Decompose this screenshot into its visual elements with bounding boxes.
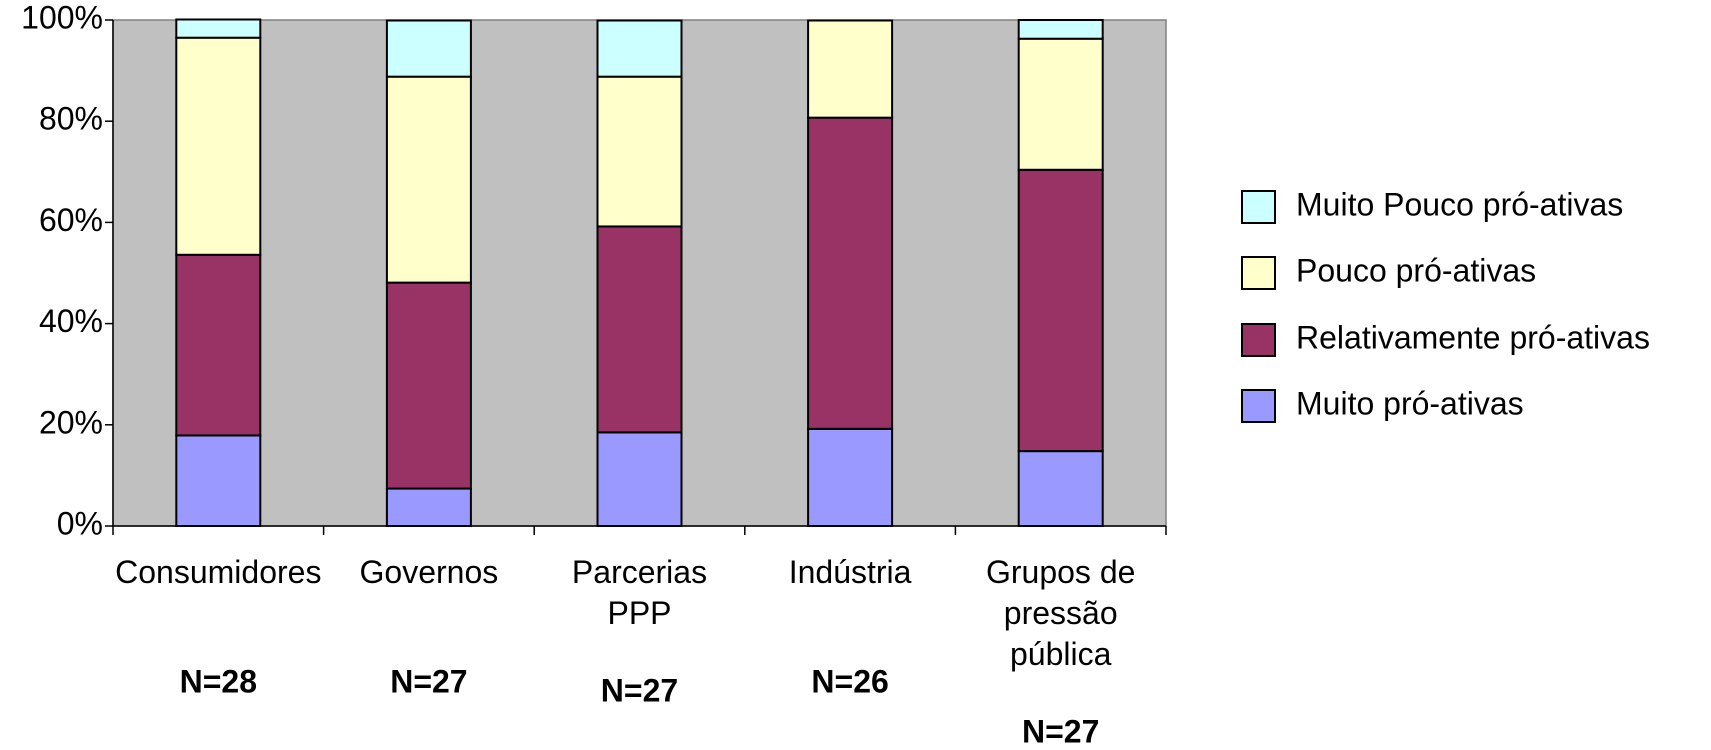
legend-swatch: [1241, 190, 1276, 224]
x-tick-label: Consumidores: [115, 554, 321, 590]
legend-label: Muito Pouco pró-ativas: [1296, 186, 1623, 222]
x-tick-label: Parcerias PPP: [572, 554, 707, 631]
y-tick-label: 80%: [39, 101, 103, 137]
bar-segment: [596, 75, 683, 228]
bar-segment: [807, 19, 894, 119]
bar-segment: [1017, 168, 1104, 453]
x-tick-label: Grupos de pressão pública: [986, 554, 1135, 672]
bar-segment: [175, 36, 262, 256]
bar-segment: [1017, 450, 1104, 527]
y-tick-label: 60%: [39, 202, 103, 238]
n-label: N=27: [390, 663, 467, 699]
bar-segment: [596, 431, 683, 528]
n-label: N=26: [811, 663, 888, 699]
n-label: N=28: [180, 663, 257, 699]
bar-segment: [1017, 37, 1104, 171]
y-tick-label: 0%: [57, 505, 103, 541]
legend-label: Pouco pró-ativas: [1296, 252, 1536, 288]
bar-segment: [596, 19, 683, 78]
x-tick-label: Governos: [360, 554, 499, 590]
bar-segment: [175, 253, 262, 437]
bar-segment: [175, 18, 262, 39]
bar-segment: [385, 487, 472, 527]
legend-label: Relativamente pró-ativas: [1296, 319, 1650, 355]
legend-label: Muito pró-ativas: [1296, 385, 1524, 421]
n-label: N=27: [601, 672, 678, 708]
bar-segment: [807, 427, 894, 527]
legend-swatch: [1241, 256, 1276, 290]
x-tick-label: Indústria: [789, 554, 912, 590]
n-label: N=27: [1022, 713, 1099, 749]
y-tick-label: 40%: [39, 303, 103, 339]
y-tick-label: 20%: [39, 404, 103, 440]
bar-segment: [1017, 19, 1104, 40]
legend-swatch: [1241, 323, 1276, 357]
bar-segment: [596, 225, 683, 434]
bar-segment: [175, 434, 262, 527]
bar-segment: [385, 75, 472, 284]
bar-segment: [385, 19, 472, 78]
bar-segment: [807, 116, 894, 430]
bar-segment: [385, 281, 472, 490]
y-tick-label: 100%: [21, 0, 103, 35]
legend-swatch: [1241, 389, 1276, 423]
